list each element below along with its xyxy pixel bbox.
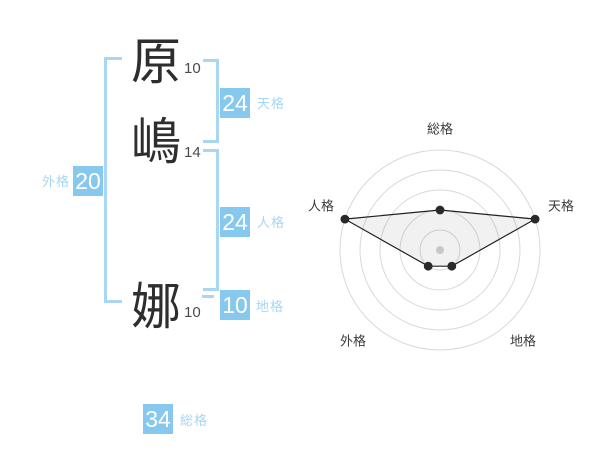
surname-char-2: 嶋 <box>131 114 181 170</box>
radar-axis-label: 人格 <box>308 199 334 214</box>
surname-char-1: 原 <box>131 34 181 90</box>
radar-data-point <box>423 261 433 271</box>
gaikaku-label: 外格 <box>42 174 71 189</box>
tenkaku-value-badge: 24 <box>220 88 250 118</box>
radar-data-point <box>530 214 540 224</box>
radar-data-point <box>340 214 350 224</box>
chikaku-value-badge: 10 <box>220 290 250 320</box>
chikaku-tick <box>202 295 214 298</box>
radar-polygon <box>342 209 538 267</box>
radar-ring <box>419 229 461 271</box>
given-char-1-stroke-count: 10 <box>184 304 201 321</box>
tenkaku-label: 天格 <box>257 96 286 111</box>
radar-ring <box>379 189 501 311</box>
radar-axis-label: 外格 <box>340 334 366 349</box>
surname-char-1-stroke-count: 10 <box>184 60 201 77</box>
soukaku-label: 総格 <box>180 413 209 428</box>
gaikaku-bracket <box>104 57 122 303</box>
radar-ring <box>359 169 521 331</box>
given-char-1: 娜 <box>131 279 181 335</box>
radar-ring <box>339 149 541 351</box>
jinkaku-bracket <box>203 149 219 291</box>
jinkaku-label: 人格 <box>257 215 286 230</box>
radar-data-point <box>447 261 457 271</box>
chikaku-label: 地格 <box>256 299 285 314</box>
soukaku-value-badge: 34 <box>143 404 173 434</box>
radar-data-point <box>435 205 445 215</box>
jinkaku-value-badge: 24 <box>220 207 250 237</box>
tenkaku-bracket <box>203 59 219 143</box>
radar-axis-label: 総格 <box>427 122 453 137</box>
surname-char-2-stroke-count: 14 <box>184 144 201 161</box>
gaikaku-value-badge: 20 <box>73 166 103 196</box>
radar-axis-label: 天格 <box>548 199 574 214</box>
radar-axis-label: 地格 <box>510 334 536 349</box>
radar-center-dot <box>436 246 444 254</box>
